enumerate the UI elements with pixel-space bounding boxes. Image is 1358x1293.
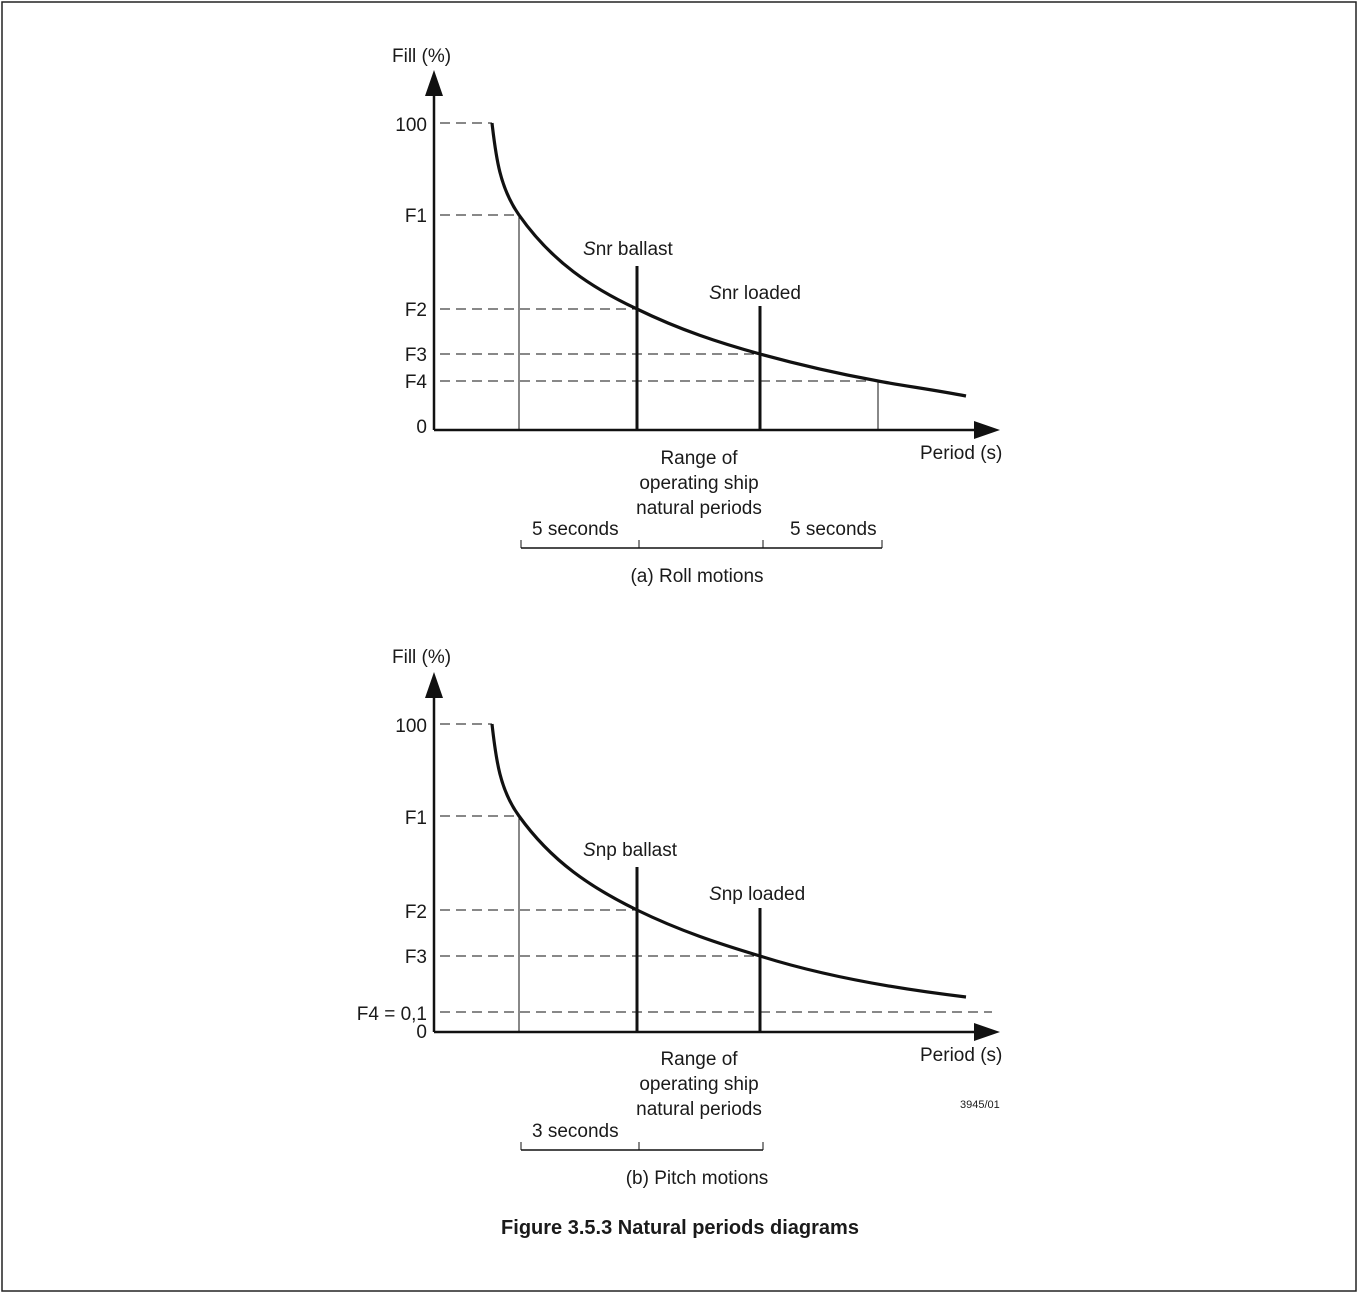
pitch-loaded-label: Snp loaded (709, 884, 805, 905)
roll-subcaption: (a) Roll motions (630, 566, 763, 587)
roll-ballast-text: ballast (613, 239, 674, 260)
roll-loaded-sub: nr (722, 283, 740, 304)
pitch-span-left-label: 3 seconds (532, 1121, 619, 1142)
roll-ballast-sub: nr (596, 239, 614, 260)
pitch-range-line-1: Range of (660, 1049, 738, 1070)
roll-tick-f4: F4 (405, 372, 428, 393)
roll-y-axis-arrow-icon (425, 70, 443, 96)
roll-x-axis-label: Period (s) (920, 443, 1002, 464)
roll-tick-f2: F2 (405, 300, 427, 321)
pitch-tick-f4: F4 = 0,1 (357, 1004, 427, 1025)
roll-range-line-1: Range of (660, 448, 738, 469)
pitch-range-line-3: natural periods (636, 1099, 762, 1120)
roll-loaded-symbol: S (709, 283, 722, 304)
roll-loaded-label: Snr loaded (709, 283, 801, 304)
pitch-y-axis-arrow-icon (425, 672, 443, 698)
pitch-fill-curve (490, 723, 967, 999)
pitch-y-axis-label: Fill (%) (392, 647, 451, 668)
roll-span-left-label: 5 seconds (532, 519, 619, 540)
roll-ballast-symbol: S (583, 239, 596, 260)
pitch-x-axis-arrow-icon (974, 1023, 1000, 1041)
pitch-x-axis-label: Period (s) (920, 1045, 1002, 1066)
roll-x-axis-arrow-icon (974, 421, 1000, 439)
pitch-subcaption: (b) Pitch motions (626, 1168, 769, 1189)
pitch-loaded-text: loaded (743, 884, 805, 905)
roll-tick-100: 100 (395, 115, 427, 136)
pitch-tick-0: 0 (416, 1022, 427, 1043)
pitch-tick-100: 100 (395, 716, 427, 737)
pitch-tick-f3: F3 (405, 947, 427, 968)
roll-diagram: Fill (%) Period (s) 100 F1 F2 F3 F4 0 Sn… (392, 46, 1002, 587)
pitch-diagram: Fill (%) Period (s) 100 F1 F2 F3 F4 = 0,… (357, 647, 1003, 1189)
pitch-ballast-label: Snp ballast (583, 840, 678, 861)
pitch-loaded-symbol: S (709, 884, 722, 905)
roll-tick-f1: F1 (405, 206, 427, 227)
roll-y-axis-label: Fill (%) (392, 46, 451, 67)
roll-range-line-2: operating ship (639, 473, 758, 494)
pitch-tick-f2: F2 (405, 902, 427, 923)
pitch-ballast-text: ballast (617, 840, 678, 861)
roll-tick-f3: F3 (405, 345, 427, 366)
roll-range-line-3: natural periods (636, 498, 762, 519)
pitch-ballast-symbol: S (583, 840, 596, 861)
reference-number: 3945/01 (960, 1099, 1000, 1111)
figure-caption: Figure 3.5.3 Natural periods diagrams (501, 1217, 859, 1239)
pitch-tick-f1: F1 (405, 808, 427, 829)
roll-span-right-label: 5 seconds (790, 519, 877, 540)
roll-loaded-text: loaded (739, 283, 801, 304)
pitch-ballast-sub: np (596, 840, 617, 861)
roll-tick-0: 0 (416, 417, 427, 438)
pitch-range-line-2: operating ship (639, 1074, 758, 1095)
roll-ballast-label: Snr ballast (583, 239, 674, 260)
roll-fill-curve (490, 122, 967, 398)
pitch-loaded-sub: np (722, 884, 743, 905)
